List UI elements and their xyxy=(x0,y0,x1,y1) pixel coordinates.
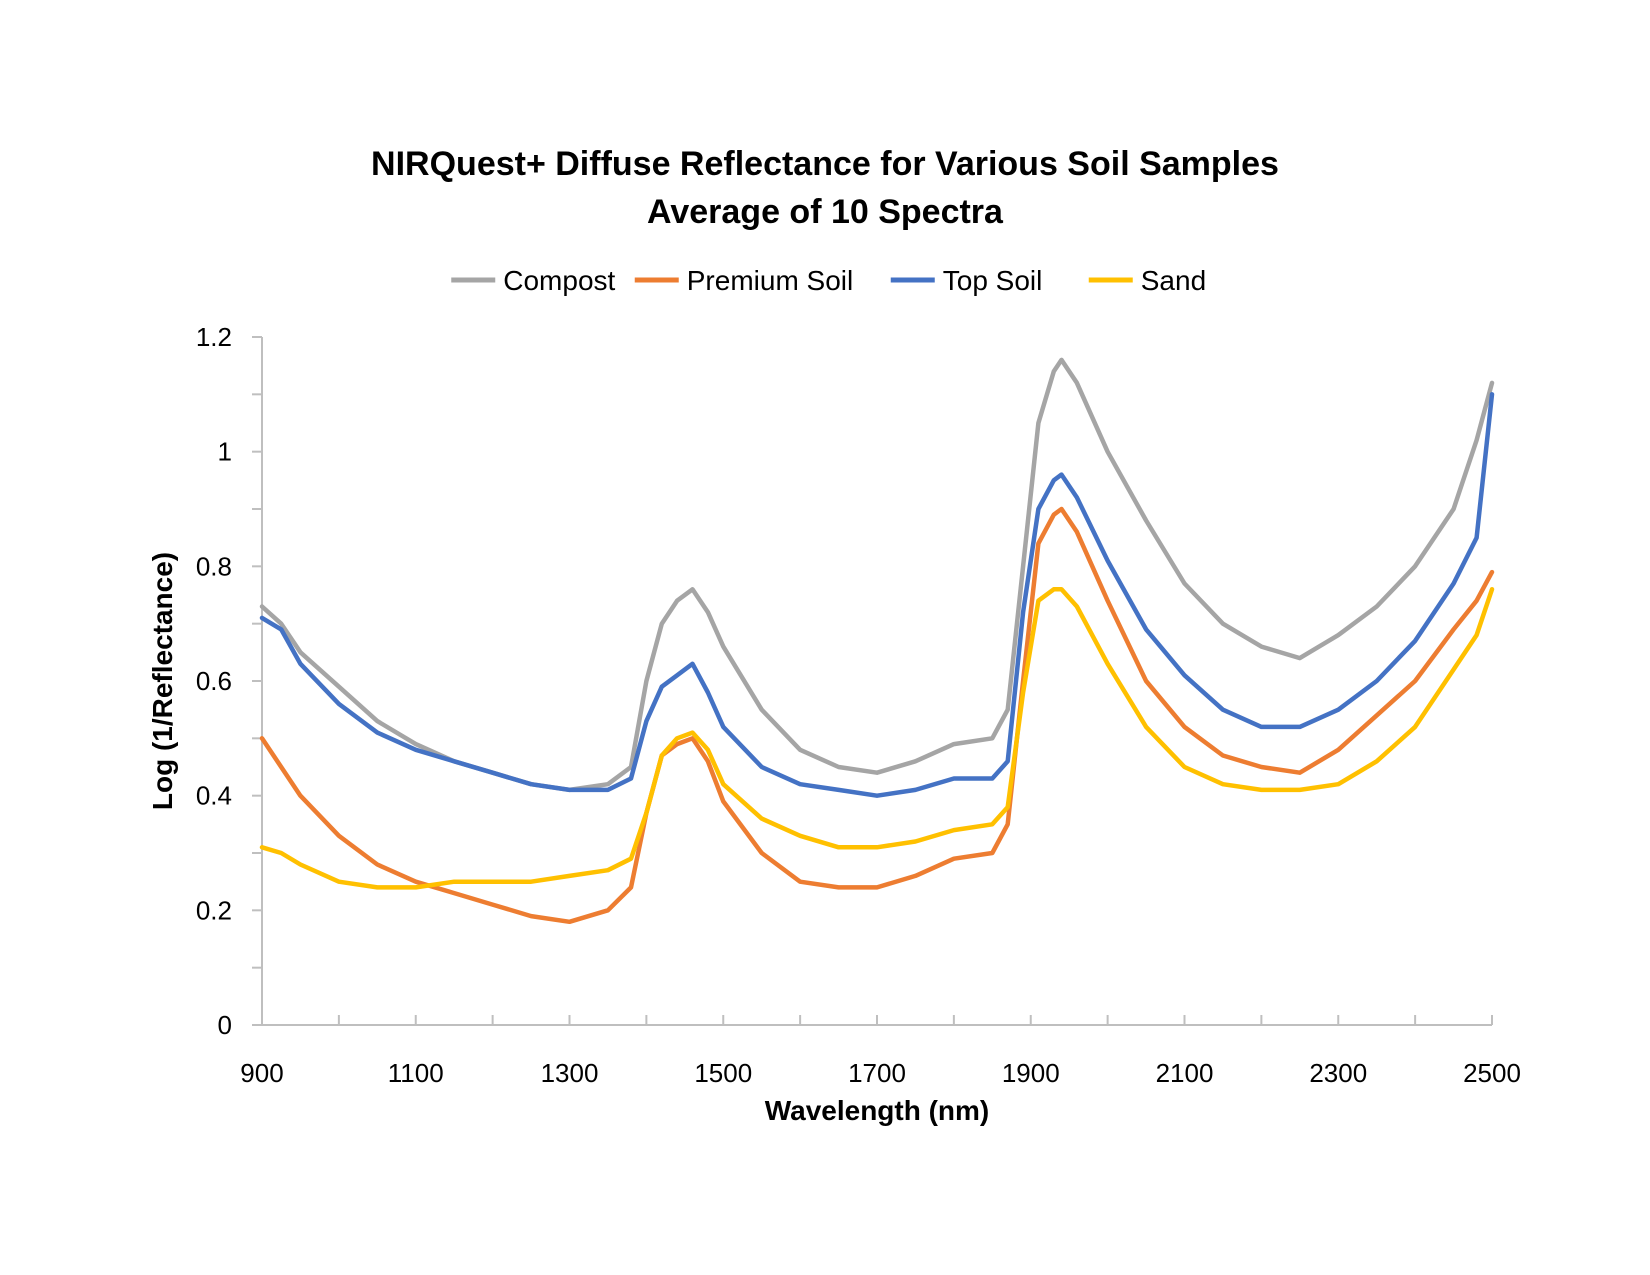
x-tick-label: 900 xyxy=(240,1058,283,1088)
x-tick-label: 2100 xyxy=(1156,1058,1214,1088)
x-tick-label: 1700 xyxy=(848,1058,906,1088)
legend-item-sand: Sand xyxy=(1088,265,1206,296)
y-tick-label: 0.6 xyxy=(196,666,232,696)
series-line-sand xyxy=(259,587,1495,890)
series-line-premium-soil xyxy=(259,506,1495,925)
x-tick-label: 1900 xyxy=(1002,1058,1060,1088)
y-axis-label: Log (1/Reflectance) xyxy=(147,552,178,810)
legend-item-compost: Compost xyxy=(451,265,616,296)
x-tick-label: 2300 xyxy=(1309,1058,1367,1088)
legend-label: Premium Soil xyxy=(687,265,853,296)
x-tick-label: 1300 xyxy=(541,1058,599,1088)
y-tick-label: 0.2 xyxy=(196,895,232,925)
legend-item-premium-soil: Premium Soil xyxy=(634,265,853,296)
y-tick-label: 1.2 xyxy=(196,322,232,352)
axes: 0 0.2 0.4 0.6 0.8 1 1.2 900 1100 1300 1500 1700 190… xyxy=(196,322,1521,1088)
x-tick-label: 1100 xyxy=(388,1058,444,1088)
y-tick-label: 0.8 xyxy=(196,551,232,581)
x-tick-label: 1500 xyxy=(694,1058,752,1088)
legend-item-top-soil: Top Soil xyxy=(890,265,1043,296)
y-tick-label: 0 xyxy=(218,1010,232,1040)
legend-label: Sand xyxy=(1141,265,1206,296)
series-line-top-soil xyxy=(259,392,1495,798)
series-lines xyxy=(259,357,1495,925)
legend-label: Compost xyxy=(503,265,615,296)
y-tick-label: 0.4 xyxy=(196,781,232,811)
y-ticks: 0 0.2 0.4 0.6 0.8 1 1.2 xyxy=(196,322,262,1040)
x-ticks: 900 1100 1300 1500 1700 1900 2100 2300 2500 xyxy=(240,1015,1521,1088)
y-tick-label: 1 xyxy=(218,437,232,467)
legend: Compost Premium Soil Top Soil Sand xyxy=(451,265,1206,296)
legend-label: Top Soil xyxy=(943,265,1043,296)
chart-subtitle: Average of 10 Spectra xyxy=(647,193,1004,231)
chart-title: NIRQuest+ Diffuse Reflectance for Variou… xyxy=(371,145,1279,183)
x-axis-label: Wavelength (nm) xyxy=(765,1095,990,1126)
x-tick-label: 2500 xyxy=(1463,1058,1521,1088)
